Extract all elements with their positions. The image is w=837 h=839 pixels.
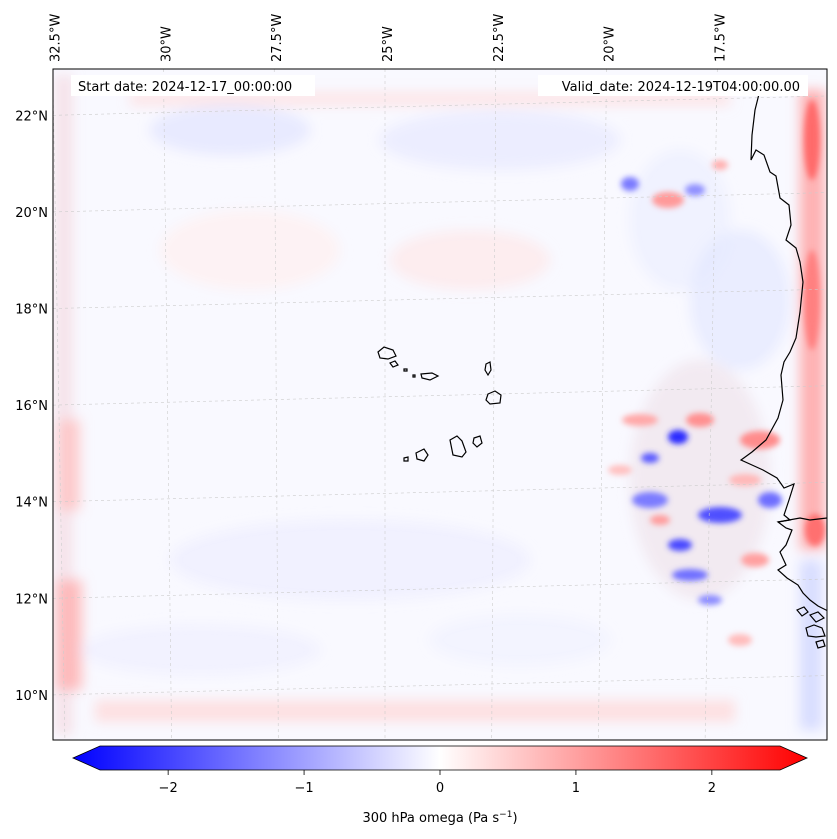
island	[449, 435, 467, 458]
island	[808, 611, 826, 623]
colorbar-label-sup: −1	[499, 810, 512, 820]
colorbar-label: 300 hPa omega (Pa s−1)	[362, 810, 517, 826]
valid-date-label: Valid_date: 2024-12-19T04:00:00.00	[562, 80, 800, 95]
colorbar-tick-label: 2	[708, 781, 716, 796]
longitude-label: 17.5°W	[713, 14, 728, 62]
latitude-label: 14°N	[15, 496, 48, 511]
latitude-label: 10°N	[15, 689, 48, 704]
colorbar-ticks: −2 −1 0 1 2	[159, 770, 716, 796]
island	[403, 368, 408, 372]
map-frame	[52, 68, 828, 741]
longitude-label: 20°W	[603, 26, 618, 62]
meridian-line	[598, 69, 607, 740]
island	[415, 448, 429, 462]
longitude-label: 22.5°W	[492, 14, 507, 62]
meridian-line	[491, 69, 497, 740]
island	[412, 374, 416, 378]
colorbar-tick-label: 1	[572, 781, 580, 796]
island	[485, 390, 502, 405]
island	[389, 360, 399, 368]
meridian-line	[273, 69, 279, 740]
island	[484, 361, 492, 377]
meridian-line	[53, 69, 66, 740]
longitude-label: 32.5°W	[49, 14, 64, 62]
latitude-label: 20°N	[15, 206, 48, 221]
start-date-box	[71, 75, 315, 96]
colorbar-tick-label: −1	[294, 781, 313, 796]
valid-date-box	[538, 75, 808, 96]
island	[815, 639, 826, 649]
longitude-labels: 32.5°W 30°W 27.5°W 25°W 22.5°W 20°W 17.5°W	[49, 14, 729, 62]
omega-coastal-features	[608, 100, 825, 646]
island	[796, 606, 809, 617]
map-panel: Start date: 2024-12-17_00:00:00 Valid_da…	[15, 14, 828, 741]
island	[805, 624, 826, 638]
longitude-label: 25°W	[381, 26, 396, 62]
africa-coastline	[739, 89, 827, 612]
latitude-label: 16°N	[15, 399, 48, 414]
island	[403, 456, 409, 462]
meridian-line	[163, 69, 172, 740]
colorbar-label-main: 300 hPa omega (Pa s	[362, 811, 499, 826]
start-date-label: Start date: 2024-12-17_00:00:00	[78, 80, 292, 95]
latitude-label: 12°N	[15, 592, 48, 607]
island	[472, 435, 483, 448]
colorbar: −2 −1 0 1 2 300 hPa omega (Pa s−1)	[72, 745, 808, 826]
meridian-line	[704, 69, 718, 740]
gambia-inlet	[777, 517, 827, 523]
latitude-label: 22°N	[15, 109, 48, 124]
omega-field	[55, 75, 825, 735]
island	[420, 372, 440, 381]
latitude-labels: 22°N 20°N 18°N 16°N 14°N 12°N 10°N	[15, 109, 48, 704]
coastlines	[377, 89, 827, 649]
longitude-label: 30°W	[159, 26, 174, 62]
longitude-label: 27.5°W	[270, 14, 285, 62]
colorbar-label-end: )	[512, 811, 517, 826]
colorbar-tick-label: 0	[436, 781, 444, 796]
colorbar-tick-label: −2	[159, 781, 178, 796]
island	[377, 346, 397, 360]
colorbar-bar	[72, 745, 808, 771]
gridlines	[53, 69, 827, 740]
latitude-label: 18°N	[15, 303, 48, 318]
